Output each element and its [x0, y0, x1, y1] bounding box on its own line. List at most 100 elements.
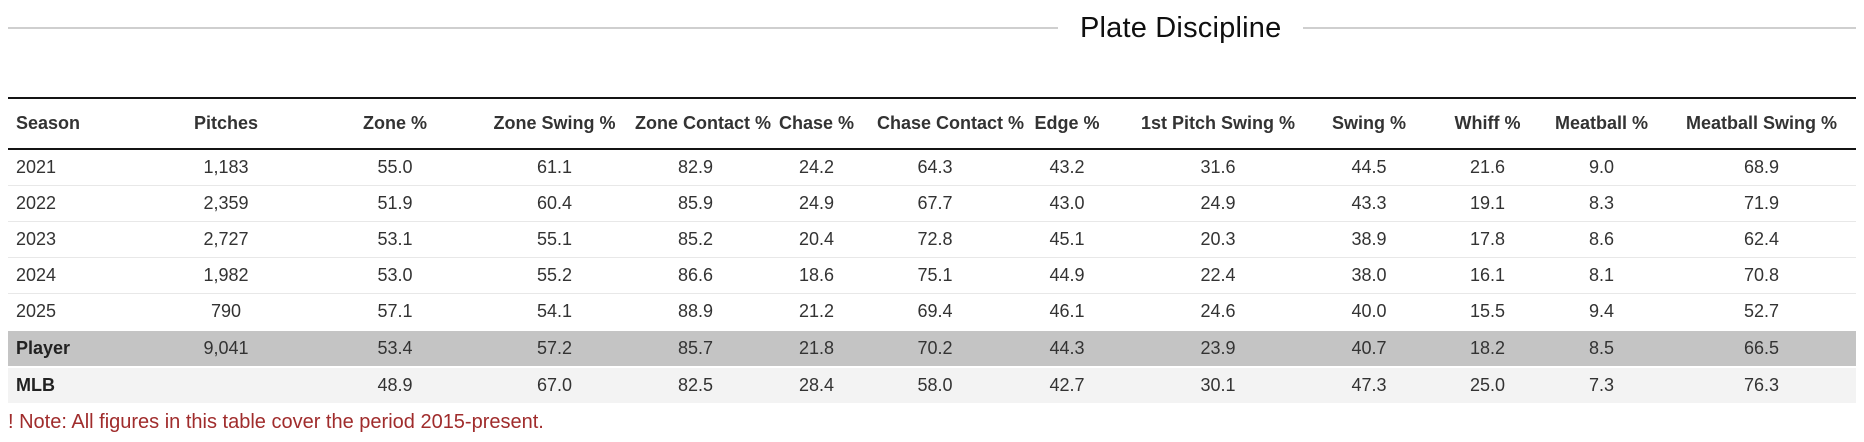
- stat-cell: 1,183: [140, 149, 312, 186]
- stat-cell: 19.1: [1439, 185, 1536, 222]
- title-divider-left: [8, 27, 1058, 29]
- row-label: 2023: [8, 221, 140, 258]
- stat-cell: 24.9: [760, 185, 873, 222]
- row-label: 2021: [8, 149, 140, 186]
- stat-cell: 61.1: [478, 149, 631, 186]
- stat-cell: 66.5: [1667, 329, 1856, 368]
- stat-cell: 21.6: [1439, 149, 1536, 186]
- stat-cell: 88.9: [631, 293, 760, 331]
- stat-cell: 24.6: [1137, 293, 1299, 331]
- stat-cell: [140, 366, 312, 405]
- stat-cell: 8.5: [1536, 329, 1667, 368]
- stat-cell: 72.8: [873, 221, 997, 258]
- stat-cell: 51.9: [312, 185, 478, 222]
- stat-cell: 1,982: [140, 257, 312, 294]
- stat-cell: 55.1: [478, 221, 631, 258]
- row-label: Player: [8, 329, 140, 368]
- section-title: Plate Discipline: [1079, 11, 1282, 44]
- stat-cell: 85.2: [631, 221, 760, 258]
- table-note: ! Note: All figures in this table cover …: [8, 411, 544, 433]
- stat-cell: 42.7: [997, 366, 1137, 405]
- stat-cell: 68.9: [1667, 149, 1856, 186]
- stat-cell: 76.3: [1667, 366, 1856, 405]
- stat-cell: 40.7: [1299, 329, 1439, 368]
- stat-cell: 45.1: [997, 221, 1137, 258]
- table-row-2025: 2025 790 57.1 54.1 88.9 21.2 69.4 46.1 24.6 40.0 1…: [8, 293, 1856, 331]
- plate-discipline-table: Season Pitches Zone % Zone Swing % Zone Cont…: [8, 97, 1856, 405]
- stat-cell: 82.5: [631, 366, 760, 405]
- stat-cell: 21.2: [760, 293, 873, 331]
- stat-cell: 43.3: [1299, 185, 1439, 222]
- section-header: Plate Discipline: [8, 6, 1856, 50]
- stat-cell: 22.4: [1137, 257, 1299, 294]
- stat-cell: 43.0: [997, 185, 1137, 222]
- stat-cell: 48.9: [312, 366, 478, 405]
- stat-cell: 790: [140, 293, 312, 331]
- stat-cell: 43.2: [997, 149, 1137, 186]
- table-row-2022: 2022 2,359 51.9 60.4 85.9 24.9 67.7 43.0 24.9 43.…: [8, 185, 1856, 222]
- column-header-pitches: Pitches: [140, 97, 312, 150]
- stat-cell: 52.7: [1667, 293, 1856, 331]
- table-row-mlb: MLB 48.9 67.0 82.5 28.4 58.0 42.7 30.1 47.3 25.0 7…: [8, 366, 1856, 405]
- stat-cell: 57.1: [312, 293, 478, 331]
- stat-cell: 86.6: [631, 257, 760, 294]
- stat-cell: 8.3: [1536, 185, 1667, 222]
- stat-cell: 69.4: [873, 293, 997, 331]
- stat-cell: 30.1: [1137, 366, 1299, 405]
- column-header-meatball: Meatball %: [1536, 97, 1667, 150]
- row-label: MLB: [8, 366, 140, 405]
- table-row-2021: 2021 1,183 55.0 61.1 82.9 24.2 64.3 43.2 31.6 44.…: [8, 149, 1856, 186]
- table-row-2024: 2024 1,982 53.0 55.2 86.6 18.6 75.1 44.9 22.4 38.…: [8, 257, 1856, 294]
- stat-cell: 20.4: [760, 221, 873, 258]
- column-header-chase-contact: Chase Contact %: [873, 97, 1024, 150]
- column-header-swing: Swing %: [1299, 97, 1439, 150]
- column-header-meatball-swing: Meatball Swing %: [1667, 97, 1856, 150]
- stat-cell: 54.1: [478, 293, 631, 331]
- stat-cell: 9.0: [1536, 149, 1667, 186]
- stat-cell: 18.6: [760, 257, 873, 294]
- stat-cell: 71.9: [1667, 185, 1856, 222]
- stat-cell: 70.2: [873, 329, 997, 368]
- stat-cell: 62.4: [1667, 221, 1856, 258]
- column-header-zone: Zone %: [312, 97, 478, 150]
- column-header-1st-pitch-swing: 1st Pitch Swing %: [1137, 97, 1299, 150]
- stat-cell: 38.0: [1299, 257, 1439, 294]
- plate-discipline-section: Plate Discipline Season Pitches Zone % Zone…: [0, 6, 1864, 434]
- stat-cell: 46.1: [997, 293, 1137, 331]
- column-header-zone-contact: Zone Contact %: [631, 97, 771, 150]
- stat-cell: 8.6: [1536, 221, 1667, 258]
- stat-cell: 44.9: [997, 257, 1137, 294]
- stat-cell: 28.4: [760, 366, 873, 405]
- header-row: Season Pitches Zone % Zone Swing % Zone Cont…: [8, 97, 1856, 150]
- stat-cell: 60.4: [478, 185, 631, 222]
- table-row-2023: 2023 2,727 53.1 55.1 85.2 20.4 72.8 45.1 20.3 38.…: [8, 221, 1856, 258]
- column-header-season: Season: [8, 97, 140, 150]
- stat-cell: 24.2: [760, 149, 873, 186]
- stat-cell: 53.0: [312, 257, 478, 294]
- stat-cell: 2,727: [140, 221, 312, 258]
- column-header-edge: Edge %: [997, 97, 1137, 150]
- stat-cell: 2,359: [140, 185, 312, 222]
- stat-cell: 44.5: [1299, 149, 1439, 186]
- stat-cell: 47.3: [1299, 366, 1439, 405]
- stat-cell: 53.4: [312, 329, 478, 368]
- stat-cell: 16.1: [1439, 257, 1536, 294]
- stat-cell: 7.3: [1536, 366, 1667, 405]
- stat-cell: 9.4: [1536, 293, 1667, 331]
- title-divider-right: [1303, 27, 1856, 29]
- stat-cell: 25.0: [1439, 366, 1536, 405]
- stat-cell: 82.9: [631, 149, 760, 186]
- stat-cell: 85.7: [631, 329, 760, 368]
- stat-cell: 75.1: [873, 257, 997, 294]
- row-label: 2024: [8, 257, 140, 294]
- stat-cell: 15.5: [1439, 293, 1536, 331]
- stat-cell: 40.0: [1299, 293, 1439, 331]
- stat-cell: 53.1: [312, 221, 478, 258]
- stat-cell: 44.3: [997, 329, 1137, 368]
- stat-cell: 64.3: [873, 149, 997, 186]
- column-header-chase: Chase %: [760, 97, 873, 150]
- stat-cell: 18.2: [1439, 329, 1536, 368]
- stat-cell: 31.6: [1137, 149, 1299, 186]
- stat-cell: 8.1: [1536, 257, 1667, 294]
- stat-cell: 9,041: [140, 329, 312, 368]
